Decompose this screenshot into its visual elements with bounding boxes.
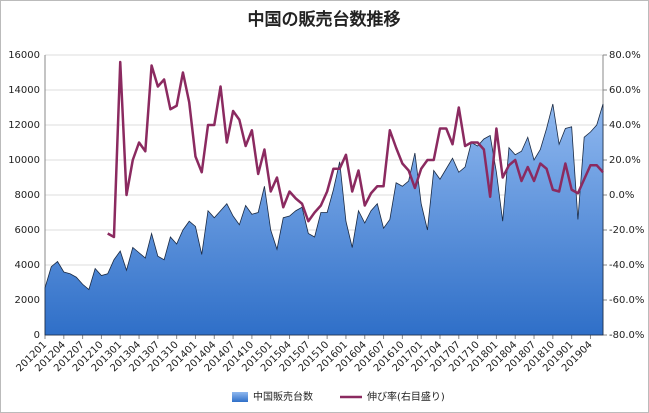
y2-tick-label: -80.0% <box>609 330 644 341</box>
y-tick-label: 12000 <box>8 120 40 131</box>
legend-label: 中国販売台数 <box>253 390 313 403</box>
y2-tick-label: 40.0% <box>609 120 641 131</box>
y-tick-label: 0 <box>34 330 40 341</box>
line <box>107 60 604 239</box>
y-tick-label: 10000 <box>8 155 40 166</box>
area <box>44 103 604 336</box>
legend-label: 伸び率(右目盛り) <box>367 390 445 403</box>
y-tick-label: 14000 <box>8 85 40 96</box>
y2-tick-label: 60.0% <box>609 85 641 96</box>
y-tick-label: 2000 <box>15 295 40 306</box>
y2-tick-label: 80.0% <box>609 50 641 61</box>
y2-tick-label: -40.0% <box>609 260 644 271</box>
y2-tick-label: 20.0% <box>609 155 641 166</box>
y-tick-label: 6000 <box>15 225 40 236</box>
y-tick-label: 8000 <box>15 190 40 201</box>
y2-tick-label: -60.0% <box>609 295 644 306</box>
y2-tick-label: 0.0% <box>609 190 634 201</box>
legend-swatch <box>232 392 248 402</box>
y-tick-label: 4000 <box>15 260 40 271</box>
y-tick-label: 16000 <box>8 50 40 61</box>
chart-title: 中国の販売台数推移 <box>248 9 401 30</box>
y2-tick-label: -20.0% <box>609 225 644 236</box>
